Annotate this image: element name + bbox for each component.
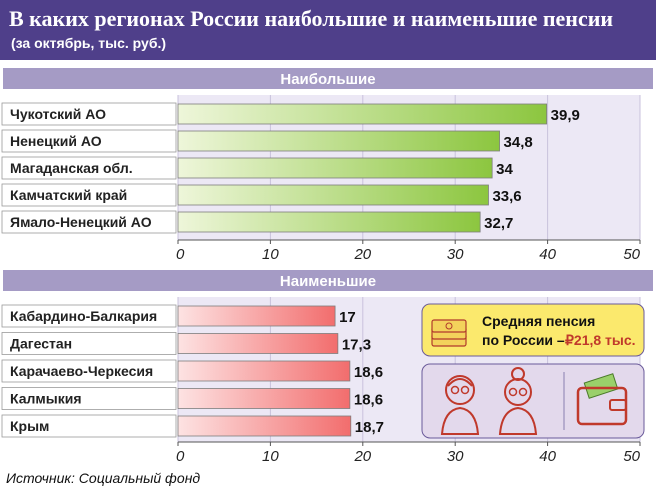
panel2-value-label: 17 (339, 309, 356, 326)
chart-subtitle: (за октябрь, тыс. руб.) (11, 35, 167, 51)
panel2-bar (177, 360, 351, 382)
panel1-band (3, 68, 653, 89)
panel1-x-tick-label: 50 (623, 246, 640, 263)
average-pension-label-line2: по России – (482, 332, 565, 348)
panel2-bar (177, 415, 352, 437)
panel1-category-label: Магаданская обл. (10, 160, 133, 176)
panel2-category-box (1, 332, 177, 355)
panel1-value-label: 33,6 (492, 188, 521, 205)
wallet-icon (576, 373, 628, 426)
panel1-x-tick-label: 10 (262, 246, 279, 263)
panel1-value-label: 32,7 (484, 215, 513, 232)
elderly-woman-icon (498, 367, 538, 435)
panel1-value-label: 34 (496, 161, 513, 178)
panel1-category-label: Чукотский АО (10, 106, 106, 122)
source-note: Источник: Социальный фонд (6, 470, 201, 486)
panel2-value-label: 17,3 (342, 337, 371, 354)
panel2-category-label: Дагестан (10, 336, 72, 352)
panel1-category-box (1, 210, 177, 234)
panel1-bar (177, 130, 500, 152)
panel1-category-label: Ненецкий АО (10, 133, 102, 149)
panel1-category-label: Камчатский край (10, 187, 127, 203)
panel1-x-tick-label: 30 (447, 246, 464, 263)
panel1-x-tick-label: 40 (539, 246, 556, 263)
panel2-category-label: Калмыкия (10, 391, 82, 407)
panel2-x-tick-label: 40 (539, 448, 556, 465)
panel2-x-tick-label: 0 (176, 448, 185, 465)
panel1-bar (177, 157, 493, 179)
panel1-category-box (1, 102, 177, 126)
panel1-value-label: 39,9 (551, 107, 580, 124)
average-pension-value: ₽21,8 тыс. (565, 332, 636, 348)
panel2-title: Наименьшие (280, 273, 376, 290)
elderly-man-icon (440, 375, 480, 435)
panel2-x-tick-label: 50 (623, 448, 640, 465)
panel2-value-label: 18,6 (354, 392, 383, 409)
panel1-value-label: 34,8 (504, 134, 533, 151)
average-pension-label-line1: Средняя пенсия (482, 313, 595, 329)
chart-title: В каких регионах России наибольшие и наи… (9, 6, 614, 31)
panel1-x-tick-label: 20 (353, 246, 371, 263)
panel2-category-label: Карачаево-Черкесия (10, 363, 153, 379)
panel1-category-label: Ямало-Ненецкий АО (10, 214, 152, 230)
panel1-bar (177, 211, 481, 233)
average-pension-note (421, 303, 645, 357)
panel2-bar (177, 388, 351, 409)
panel1-category-box (1, 183, 177, 207)
panel2-category-box (1, 304, 177, 328)
panel1-x-tick-label: 0 (176, 246, 185, 263)
panel1-category-box (1, 156, 177, 180)
panel2-category-box (1, 387, 177, 410)
panel2-category-box (1, 414, 177, 438)
header-banner: В каких регионах России наибольшие и наи… (0, 0, 656, 60)
panel2-category-box (1, 359, 177, 383)
money-stack-icon (431, 319, 467, 347)
panel2-band (3, 270, 653, 291)
panel2-bar (177, 333, 339, 354)
panel1-title: Наибольшие (280, 71, 375, 88)
panel2-x-tick-label: 10 (262, 448, 279, 465)
panel2-x-tick-label: 20 (353, 448, 371, 465)
panel1-bar (177, 103, 548, 125)
panel2-value-label: 18,7 (355, 419, 384, 436)
panel2-value-label: 18,6 (354, 364, 383, 381)
panel2-category-label: Кабардино-Балкария (10, 308, 157, 324)
panel1-category-box (1, 129, 177, 153)
panel1-bar (177, 184, 489, 206)
panel2-bar (177, 305, 336, 327)
panel2-category-label: Крым (10, 418, 49, 434)
panel2-x-tick-label: 30 (447, 448, 464, 465)
